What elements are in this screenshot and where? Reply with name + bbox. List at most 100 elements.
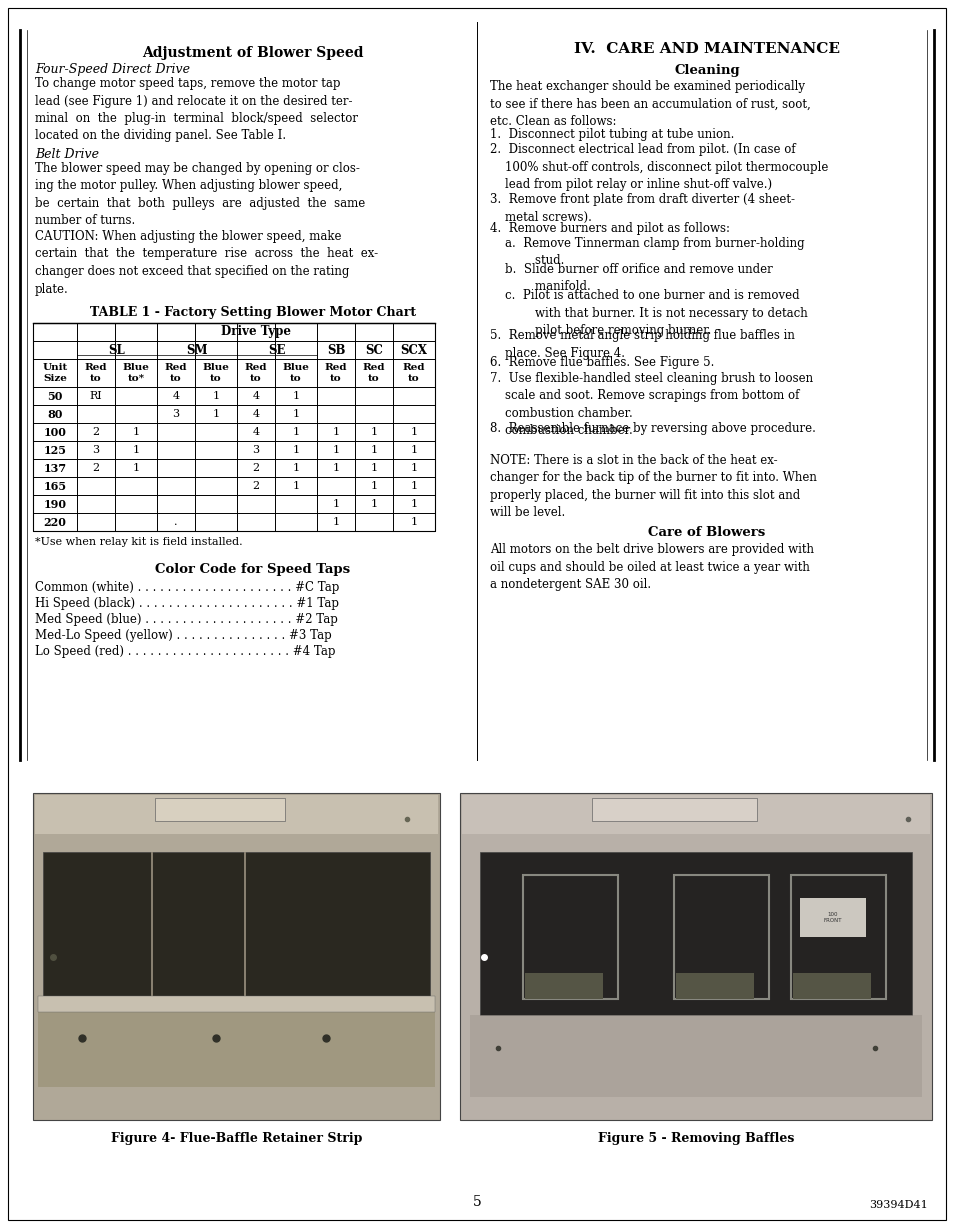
Text: b.  Slide burner off orifice and remove under
            manifold.: b. Slide burner off orifice and remove u…: [490, 263, 772, 293]
Text: 1: 1: [410, 499, 417, 508]
Text: 125: 125: [44, 445, 67, 456]
Bar: [479, 852, 911, 1016]
Text: 2: 2: [253, 463, 259, 473]
Text: 3: 3: [172, 409, 179, 419]
Text: 1: 1: [132, 427, 139, 437]
Text: 1: 1: [293, 463, 299, 473]
Text: 3: 3: [253, 445, 259, 456]
Text: TABLE 1 - Factory Setting Blower Motor Chart: TABLE 1 - Factory Setting Blower Motor C…: [90, 306, 416, 319]
Text: IV.  CARE AND MAINTENANCE: IV. CARE AND MAINTENANCE: [574, 42, 840, 56]
Text: 1: 1: [410, 427, 417, 437]
Text: 50: 50: [48, 391, 63, 402]
Text: 1: 1: [332, 445, 339, 456]
Text: The blower speed may be changed by opening or clos-
ing the motor pulley. When a: The blower speed may be changed by openi…: [35, 162, 365, 227]
Bar: [244, 852, 246, 1000]
Text: 1: 1: [132, 445, 139, 456]
Text: Red
to: Red to: [165, 363, 187, 383]
Text: Blue
to: Blue to: [282, 363, 309, 383]
Text: 1: 1: [132, 463, 139, 473]
Text: 2: 2: [92, 463, 99, 473]
Text: 1: 1: [370, 445, 377, 456]
Text: c.  Pilot is attached to one burner and is removed
            with that burner.: c. Pilot is attached to one burner and i…: [490, 289, 807, 336]
Bar: [676, 973, 754, 1000]
Text: CAUTION: When adjusting the blower speed, make
certain  that  the  temperature  : CAUTION: When adjusting the blower speed…: [35, 230, 377, 296]
Text: 1: 1: [332, 463, 339, 473]
Text: Belt Drive: Belt Drive: [35, 149, 99, 161]
Text: 3.  Remove front plate from draft diverter (4 sheet-
    metal screws).: 3. Remove front plate from draft diverte…: [490, 193, 794, 223]
Text: SC: SC: [365, 344, 382, 356]
Bar: [152, 852, 153, 1000]
Bar: [38, 996, 435, 1012]
Text: 1: 1: [332, 499, 339, 508]
Bar: [38, 1006, 435, 1087]
Text: SCX: SCX: [400, 344, 427, 356]
Text: 2.  Disconnect electrical lead from pilot. (In case of
    100% shut-off control: 2. Disconnect electrical lead from pilot…: [490, 142, 827, 192]
Bar: [459, 793, 931, 1120]
Text: RI: RI: [90, 391, 102, 402]
Bar: [461, 795, 929, 834]
Text: 80: 80: [48, 409, 63, 420]
Text: *Use when relay kit is field installed.: *Use when relay kit is field installed.: [35, 537, 242, 546]
Text: 2: 2: [92, 427, 99, 437]
Text: Red
to: Red to: [402, 363, 425, 383]
Text: 220: 220: [44, 517, 67, 528]
Bar: [799, 898, 865, 937]
Text: a.  Remove Tinnerman clamp from burner-holding
            stud.: a. Remove Tinnerman clamp from burner-ho…: [490, 237, 803, 268]
Bar: [790, 874, 885, 1000]
Text: Common (white) . . . . . . . . . . . . . . . . . . . . . #C Tap: Common (white) . . . . . . . . . . . . .…: [35, 581, 339, 594]
Text: Four-Speed Direct Drive: Four-Speed Direct Drive: [35, 63, 190, 76]
Text: SM: SM: [186, 344, 208, 356]
Bar: [43, 852, 430, 1000]
Text: 4: 4: [253, 409, 259, 419]
Bar: [792, 973, 870, 1000]
Text: Red
to: Red to: [324, 363, 347, 383]
Text: Color Code for Speed Taps: Color Code for Speed Taps: [155, 562, 350, 576]
Text: NOTE: There is a slot in the back of the heat ex-
changer for the back tip of th: NOTE: There is a slot in the back of the…: [490, 454, 816, 519]
Text: Hi Speed (black) . . . . . . . . . . . . . . . . . . . . . #1 Tap: Hi Speed (black) . . . . . . . . . . . .…: [35, 597, 338, 610]
Text: 39394D41: 39394D41: [868, 1200, 927, 1210]
Text: 4: 4: [253, 427, 259, 437]
Text: Lo Speed (red) . . . . . . . . . . . . . . . . . . . . . . #4 Tap: Lo Speed (red) . . . . . . . . . . . . .…: [35, 645, 335, 658]
Bar: [592, 798, 757, 820]
Text: 1: 1: [293, 445, 299, 456]
Text: 5.  Remove metal angle strip holding flue baffles in
    place. See Figure 4.: 5. Remove metal angle strip holding flue…: [490, 329, 794, 360]
Text: Cleaning: Cleaning: [674, 64, 739, 77]
Text: SB: SB: [327, 344, 345, 356]
Bar: [35, 795, 437, 834]
Text: 1: 1: [370, 481, 377, 491]
Text: To change motor speed taps, remove the motor tap
lead (see Figure 1) and relocat: To change motor speed taps, remove the m…: [35, 77, 357, 142]
Text: 1: 1: [410, 481, 417, 491]
Text: Figure 4- Flue-Baffle Retainer Strip: Figure 4- Flue-Baffle Retainer Strip: [111, 1132, 362, 1144]
Bar: [522, 874, 618, 1000]
Text: 1: 1: [370, 463, 377, 473]
Bar: [470, 1016, 921, 1097]
Text: 1.  Disconnect pilot tubing at tube union.: 1. Disconnect pilot tubing at tube union…: [490, 128, 734, 141]
Text: 1: 1: [293, 427, 299, 437]
Text: Adjustment of Blower Speed: Adjustment of Blower Speed: [142, 45, 363, 60]
Text: Med-Lo Speed (yellow) . . . . . . . . . . . . . . . #3 Tap: Med-Lo Speed (yellow) . . . . . . . . . …: [35, 629, 332, 642]
Text: Care of Blowers: Care of Blowers: [648, 526, 765, 539]
Text: .: .: [174, 517, 177, 527]
Text: 137: 137: [44, 463, 67, 474]
Text: 1: 1: [293, 391, 299, 402]
Text: Blue
to*: Blue to*: [122, 363, 150, 383]
Text: 1: 1: [370, 499, 377, 508]
Text: 1: 1: [370, 427, 377, 437]
Text: Red
to: Red to: [85, 363, 107, 383]
Text: 1: 1: [410, 517, 417, 527]
Text: 1: 1: [293, 409, 299, 419]
Text: Figure 5 - Removing Baffles: Figure 5 - Removing Baffles: [598, 1132, 793, 1144]
Text: 1: 1: [332, 517, 339, 527]
Text: Red
to: Red to: [362, 363, 385, 383]
Text: 100
FRONT: 100 FRONT: [822, 912, 841, 922]
Text: 1: 1: [213, 409, 219, 419]
Text: The heat exchanger should be examined periodically
to see if there has been an a: The heat exchanger should be examined pe…: [490, 80, 810, 128]
Text: 1: 1: [332, 427, 339, 437]
Text: 165: 165: [44, 480, 67, 491]
Text: All motors on the belt drive blowers are provided with
oil cups and should be oi: All motors on the belt drive blowers are…: [490, 543, 813, 591]
Text: 1: 1: [213, 391, 219, 402]
Bar: [674, 874, 769, 1000]
Text: 5: 5: [472, 1195, 481, 1210]
Text: 7.  Use flexible-handled steel cleaning brush to loosen
    scale and soot. Remo: 7. Use flexible-handled steel cleaning b…: [490, 372, 812, 437]
Text: 4.  Remove burners and pilot as follows:: 4. Remove burners and pilot as follows:: [490, 222, 729, 235]
